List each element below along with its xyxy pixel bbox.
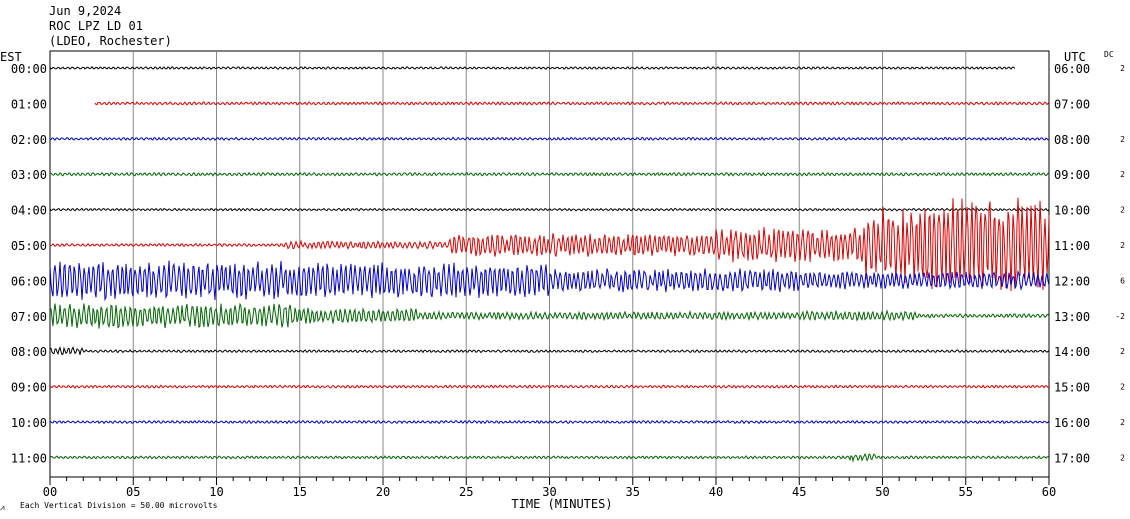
x-axis-label: TIME (MINUTES) (511, 497, 612, 511)
row-label-est: 10:00 (11, 416, 47, 430)
row-label-est: 11:00 (11, 451, 47, 465)
trace-line (49, 65, 1016, 70)
x-tick-label: 55 (959, 485, 973, 499)
header-date: Jun 9,2024 (49, 4, 121, 18)
trace-line (49, 260, 1050, 302)
row-dc-value: 2 (1120, 347, 1125, 356)
row-label-utc: 13:00 (1054, 310, 1090, 324)
row-label-est: 09:00 (11, 381, 47, 395)
traces (49, 65, 1050, 463)
trace-line (94, 101, 1050, 106)
row-dc-value: 2 (1120, 383, 1125, 392)
row-label-est: 02:00 (11, 133, 47, 147)
trace-line (49, 384, 1050, 389)
row-dc-value: -2 (1115, 312, 1125, 321)
x-tick-label: 45 (792, 485, 806, 499)
x-tick-label: 15 (293, 485, 307, 499)
x-tick-label: 30 (542, 485, 556, 499)
row-label-utc: 17:00 (1054, 451, 1090, 465)
row-label-utc: 11:00 (1054, 239, 1090, 253)
scale-note: Each Vertical Division = 50.00 microvolt… (20, 501, 218, 510)
row-dc-value: 2 (1120, 170, 1125, 179)
right-axis-title: UTC (1064, 50, 1086, 64)
row-label-utc: 14:00 (1054, 345, 1090, 359)
x-tick-label: 20 (376, 485, 390, 499)
trace-line (49, 302, 1050, 329)
trace-line (49, 346, 1050, 356)
x-tick-label: 25 (459, 485, 473, 499)
header-station: ROC LPZ LD 01 (49, 19, 143, 33)
row-label-est: 03:00 (11, 168, 47, 182)
header-network: (LDEO, Rochester) (49, 34, 172, 48)
row-dc-value: 2 (1120, 418, 1125, 427)
row-label-utc: 09:00 (1054, 168, 1090, 182)
row-dc-value: 2 (1120, 206, 1125, 215)
row-label-est: 06:00 (11, 274, 47, 288)
row-label-est: 04:00 (11, 204, 47, 218)
row-label-est: 05:00 (11, 239, 47, 253)
x-tick-label: 05 (126, 485, 140, 499)
left-axis-title: EST (0, 50, 22, 64)
row-label-est: 08:00 (11, 345, 47, 359)
row-label-utc: 15:00 (1054, 381, 1090, 395)
row-label-utc: 08:00 (1054, 133, 1090, 147)
row-dc-value: 2 (1120, 241, 1125, 250)
x-tick-label: 60 (1042, 485, 1056, 499)
row-dc-value: 2 (1120, 135, 1125, 144)
trace-line (50, 136, 1050, 142)
trace-line (49, 171, 1050, 177)
x-tick-label: 40 (709, 485, 723, 499)
x-tick-label: 50 (875, 485, 889, 499)
row-dc-value: 6 (1120, 276, 1125, 285)
row-label-est: 00:00 (11, 62, 47, 76)
row-dc-value: 2 (1120, 453, 1125, 462)
trace-line (49, 419, 1050, 425)
row-label-est: 07:00 (11, 310, 47, 324)
x-tick-label: 00 (43, 485, 57, 499)
grid (49, 50, 1050, 485)
row-dc-value: 2 (1120, 64, 1125, 73)
row-label-utc: 12:00 (1054, 274, 1090, 288)
x-tick-label: 10 (209, 485, 223, 499)
row-label-utc: 07:00 (1054, 97, 1090, 111)
trace-line (49, 197, 1050, 292)
row-label-est: 01:00 (11, 97, 47, 111)
row-label-utc: 10:00 (1054, 204, 1090, 218)
scale-icon: ⩘ (0, 503, 5, 512)
row-label-utc: 16:00 (1054, 416, 1090, 430)
x-tick-label: 35 (626, 485, 640, 499)
x-axis-ticks: 00 05 10 15 20 25 30 35 40 45 50 55 60 (43, 485, 1056, 499)
dc-title: DC (1104, 50, 1114, 59)
trace-line (49, 452, 1050, 463)
row-labels: 00:00 06:00 2 01:00 07:00 02:00 08:00 2 03:00 09:… (11, 62, 1125, 465)
row-label-utc: 06:00 (1054, 62, 1090, 76)
